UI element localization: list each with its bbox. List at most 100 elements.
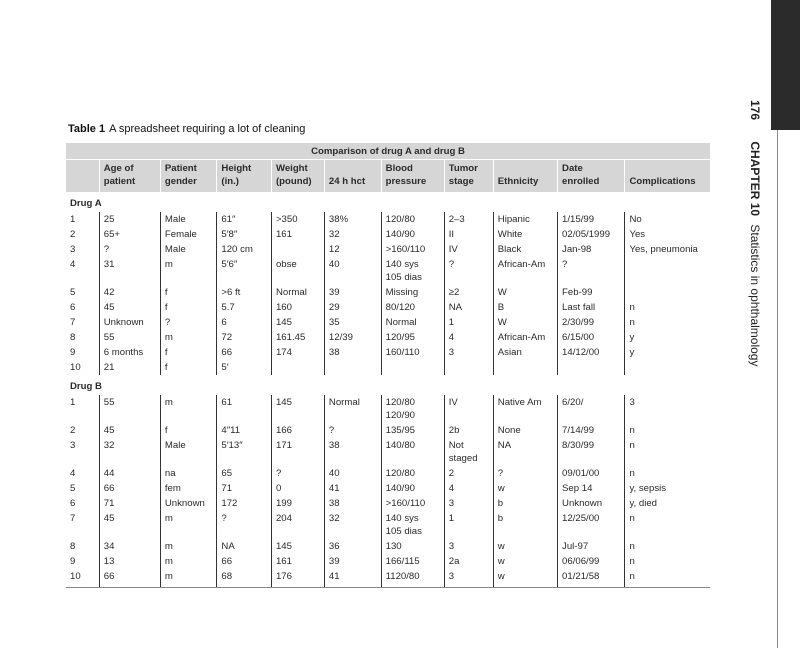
table-cell: 66 xyxy=(98,481,161,496)
table-row: 1 55 m 61 145 Normal 120/80 120/90 IV Native Am 6… xyxy=(66,395,710,423)
table-cell: Last fall xyxy=(557,300,625,315)
table-cell: 166 xyxy=(270,423,325,438)
table-cell: 7/14/99 xyxy=(557,423,625,438)
table-cell: Normal xyxy=(380,315,445,330)
table-cell: 120/80 xyxy=(380,466,445,481)
page-edge-line xyxy=(777,130,778,648)
table-cell: 6/15/00 xyxy=(557,330,625,345)
table-cell: 8/30/99 xyxy=(557,438,625,466)
table-cell: 5′13″ xyxy=(216,438,272,466)
table-cell: 7 xyxy=(70,513,76,524)
table-cell: 1 xyxy=(443,315,494,330)
table-cell: 3 xyxy=(443,569,494,588)
table-cell: 29 xyxy=(323,300,382,315)
table-cell: 4 xyxy=(70,259,76,270)
table-cell: 145 xyxy=(270,395,325,423)
table-cell: 32 xyxy=(323,511,382,539)
table-cell: obse xyxy=(270,257,325,285)
table-cell: 65+ xyxy=(98,227,161,242)
table-cell: w xyxy=(492,554,558,569)
table-cell: 01/21/58 xyxy=(557,569,625,588)
table-cell xyxy=(270,360,325,375)
table-cell: n xyxy=(624,423,710,438)
table-cell: B xyxy=(492,300,558,315)
page-number: 176 xyxy=(748,100,762,121)
table-cell: Native Am xyxy=(492,395,558,423)
table-cell: n xyxy=(624,539,710,554)
chapter-label: CHAPTER 10 xyxy=(748,141,762,217)
table-row: 6 45 f 5.7 160 29 80/120 NA B Last fall n xyxy=(66,300,710,315)
table-cell xyxy=(624,257,710,285)
table-cell: 161 xyxy=(270,227,325,242)
table-cell: W xyxy=(492,315,558,330)
column-header: Patient gender xyxy=(159,159,217,192)
table-cell: 176 xyxy=(270,569,325,588)
table-cell: IV xyxy=(443,395,494,423)
table-cell: 2/30/99 xyxy=(557,315,625,330)
table-cell: 09/01/00 xyxy=(557,466,625,481)
table-cell: 1120/80 xyxy=(380,569,445,588)
table-cell: 06/06/99 xyxy=(557,554,625,569)
table-cell: 44 xyxy=(98,466,161,481)
table-cell: 140/90 xyxy=(380,481,445,496)
table-cell: 3 xyxy=(443,539,494,554)
column-header: 24 h hct xyxy=(323,159,382,192)
table-cell: 1 xyxy=(443,511,494,539)
table-cell: 4 xyxy=(443,330,494,345)
table-cell: 5.7 xyxy=(216,300,272,315)
table-cell: 6 months xyxy=(98,345,161,360)
table-cell: ? xyxy=(557,257,625,285)
table-cell: 3 xyxy=(70,440,76,451)
table-cell: 5 xyxy=(70,483,76,494)
table-cell: 4″11 xyxy=(216,423,272,438)
table-cell: 0 xyxy=(270,481,325,496)
column-header: Complications xyxy=(624,159,710,192)
table-cell: 68 xyxy=(216,569,272,588)
table-cell: ? xyxy=(159,315,217,330)
table-cell xyxy=(380,360,445,375)
table-cell: 39 xyxy=(323,554,382,569)
table-cell: n xyxy=(624,569,710,588)
table-cell: 8 xyxy=(70,541,76,552)
table-cell: ? xyxy=(98,242,161,257)
table-cell: 13 xyxy=(98,554,161,569)
table-cell: 02/05/1999 xyxy=(557,227,625,242)
table-cell: 120 cm xyxy=(216,242,272,257)
table-cell: n xyxy=(624,438,710,466)
column-header: Tumor stage xyxy=(443,159,494,192)
table-cell: 7 xyxy=(70,317,76,328)
table-cell: Male xyxy=(159,242,217,257)
table-cell: f xyxy=(159,285,217,300)
table-cell: Jul-97 xyxy=(557,539,625,554)
group-header-row: Drug A xyxy=(66,192,710,212)
table-cell: 2 xyxy=(70,425,76,436)
table-cell: f xyxy=(159,300,217,315)
table-row: 5 66 fem 71 0 41 140/90 4 w Sep 14 y, sepsis xyxy=(66,481,710,496)
table-cell: 71 xyxy=(216,481,272,496)
table-cell: n xyxy=(624,466,710,481)
table-cell: w xyxy=(492,539,558,554)
table-cell: No xyxy=(624,212,710,227)
table-cell: y xyxy=(624,345,710,360)
table-cell: 204 xyxy=(270,511,325,539)
table-row: 9 6 months f 66 174 38 160/110 3 Asian 14/12/00 y xyxy=(66,345,710,360)
table-cell: 9 xyxy=(70,556,76,567)
table-row: 9 13 m 66 161 39 166/115 2a w 06/06/99 n xyxy=(66,554,710,569)
table-cell: 2 xyxy=(443,466,494,481)
table-cell: Yes, pneumonia xyxy=(624,242,710,257)
table-cell: 55 xyxy=(98,330,161,345)
table-cell: Not staged xyxy=(443,438,494,466)
table-cell: f xyxy=(159,345,217,360)
table-row: 7 Unknown? 6 145 35 Normal 1 W 2/30/99 n xyxy=(66,315,710,330)
table-cell: na xyxy=(159,466,217,481)
table-cell: 9 xyxy=(70,347,76,358)
table-cell xyxy=(557,360,625,375)
table-cell: 5′ xyxy=(216,360,272,375)
table-cell: 6 xyxy=(70,498,76,509)
table-cell: y xyxy=(624,330,710,345)
table-cell: 6/20/ xyxy=(557,395,625,423)
table-row: 10 66 m 68 176 41 1120/80 3 w 01/21/58 n xyxy=(66,569,710,588)
table-cell: 14/12/00 xyxy=(557,345,625,360)
table-cell: 10 xyxy=(70,362,81,373)
table-cell: 140/90 xyxy=(380,227,445,242)
